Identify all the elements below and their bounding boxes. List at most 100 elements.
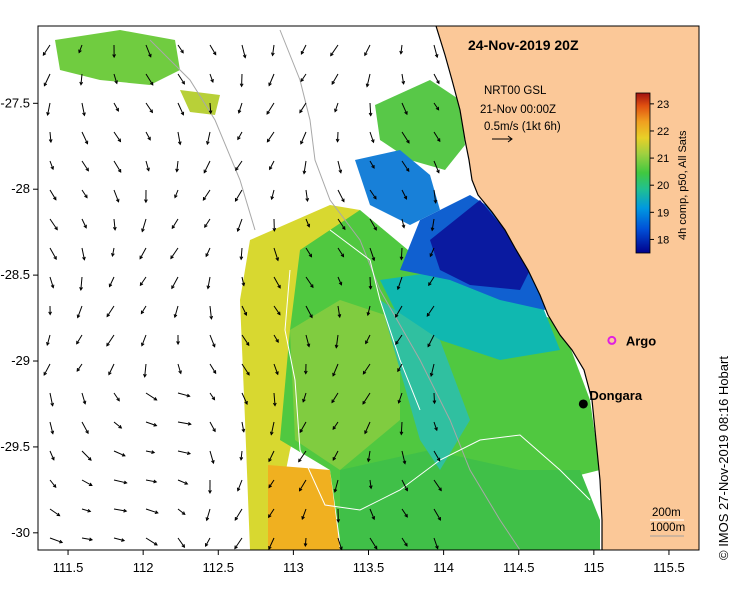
- current-arrow-head: [205, 253, 209, 258]
- current-arrow-head: [429, 372, 434, 377]
- x-tick-label: 115: [583, 560, 604, 575]
- x-axis: 111.5 112 112.5 113 113.5 114 114.5 115 115.5: [53, 550, 685, 575]
- current-arrow: [299, 421, 307, 433]
- current-arrow: [174, 189, 179, 198]
- current-arrow-head: [211, 460, 215, 465]
- current-arrow-head: [46, 111, 50, 117]
- current-arrow-head: [266, 110, 270, 115]
- current-arrow-head: [298, 458, 302, 463]
- current-arrow-head: [112, 226, 117, 231]
- current-arrow: [145, 450, 155, 454]
- current-arrow: [369, 160, 375, 169]
- current-arrow-head: [187, 421, 192, 426]
- current-arrow-head: [300, 140, 304, 145]
- current-arrow-head: [302, 170, 307, 175]
- x-tick-label: 113: [283, 560, 304, 575]
- current-arrow: [305, 247, 312, 258]
- current-arrow: [364, 421, 371, 434]
- current-arrow-head: [242, 54, 247, 59]
- current-arrow-head: [268, 514, 272, 519]
- current-arrow-head: [143, 373, 147, 378]
- current-arrow: [305, 189, 309, 202]
- current-arrow: [209, 334, 216, 347]
- current-arrow: [369, 102, 372, 116]
- current-arrow: [49, 247, 57, 260]
- current-arrow-head: [334, 344, 339, 349]
- dongara-marker: Dongara: [578, 388, 643, 409]
- current-arrow-head: [212, 428, 216, 433]
- current-arrow-head: [406, 139, 410, 144]
- current-arrow: [177, 363, 182, 374]
- current-arrow: [240, 450, 243, 460]
- current-arrow: [401, 479, 408, 491]
- current-arrow-head: [123, 480, 128, 485]
- current-arrow: [113, 218, 116, 230]
- current-arrow-head: [115, 198, 120, 203]
- current-arrow-head: [310, 284, 314, 289]
- current-arrow: [49, 479, 57, 488]
- colorbar-label: 4h comp, p50, All Sats: [677, 130, 689, 240]
- current-arrow-head: [121, 453, 126, 457]
- current-arrow-head: [331, 81, 335, 85]
- current-arrow-head: [52, 484, 57, 489]
- current-arrow: [240, 247, 243, 260]
- current-arrow-head: [437, 517, 441, 521]
- current-arrow-head: [271, 52, 275, 57]
- current-arrow-head: [239, 456, 244, 461]
- colorbar-tick-label: 19: [657, 207, 669, 219]
- current-arrow: [268, 450, 275, 462]
- current-arrow: [299, 479, 307, 492]
- current-arrow: [49, 392, 54, 406]
- sst-green-south: [340, 450, 600, 550]
- current-arrow: [305, 305, 313, 318]
- current-arrow-head: [237, 136, 241, 141]
- current-arrow-head: [366, 312, 371, 317]
- current-arrow: [81, 102, 85, 116]
- current-arrow-head: [269, 431, 274, 436]
- current-arrow-head: [371, 516, 376, 521]
- current-arrow: [81, 160, 89, 171]
- current-vectors: [42, 44, 442, 550]
- credit: © IMOS 27-Nov-2019 08:16 Hobart: [716, 356, 731, 560]
- current-arrow: [401, 102, 408, 115]
- x-tick-label: 114.5: [503, 560, 535, 575]
- current-arrow-head: [173, 314, 178, 319]
- current-arrow-head: [373, 195, 377, 200]
- current-arrow-head: [208, 490, 212, 494]
- current-arrow: [304, 537, 307, 547]
- current-arrow-head: [46, 341, 50, 346]
- current-arrow: [113, 160, 122, 173]
- current-arrow-head: [234, 545, 238, 550]
- colorbar-ticks: 18 19 20 21 22 23: [650, 99, 669, 246]
- current-arrow-head: [56, 512, 61, 517]
- current-arrow-head: [170, 255, 174, 260]
- colorbar-tick-label: 18: [657, 234, 669, 246]
- current-arrow: [337, 276, 342, 286]
- current-arrow: [400, 247, 403, 260]
- x-tick-label: 113.5: [353, 560, 385, 575]
- current-arrow-head: [337, 314, 342, 319]
- current-arrow-head: [401, 80, 406, 85]
- current-arrow-head: [234, 197, 239, 202]
- current-arrow-head: [140, 342, 145, 347]
- current-arrow: [401, 537, 408, 547]
- current-arrow: [43, 363, 51, 376]
- current-arrow-head: [184, 481, 189, 485]
- current-arrow: [429, 247, 435, 257]
- current-arrow: [330, 44, 339, 56]
- current-arrow: [81, 537, 93, 541]
- currents-scale-label: 0.5m/s (1kt 6h): [484, 121, 561, 133]
- y-tick-label: -28.5: [0, 267, 30, 282]
- current-arrow-head: [43, 82, 48, 87]
- argo-marker: Argo: [607, 333, 656, 348]
- current-arrow: [145, 131, 151, 141]
- current-arrow: [331, 392, 339, 403]
- current-arrow: [300, 44, 307, 55]
- current-arrow: [237, 218, 243, 232]
- current-arrow: [305, 218, 310, 227]
- y-tick-label: -30: [11, 525, 30, 540]
- current-arrow: [49, 537, 63, 543]
- current-arrow: [177, 450, 191, 455]
- current-arrow-head: [118, 425, 123, 429]
- current-arrow-head: [368, 485, 373, 490]
